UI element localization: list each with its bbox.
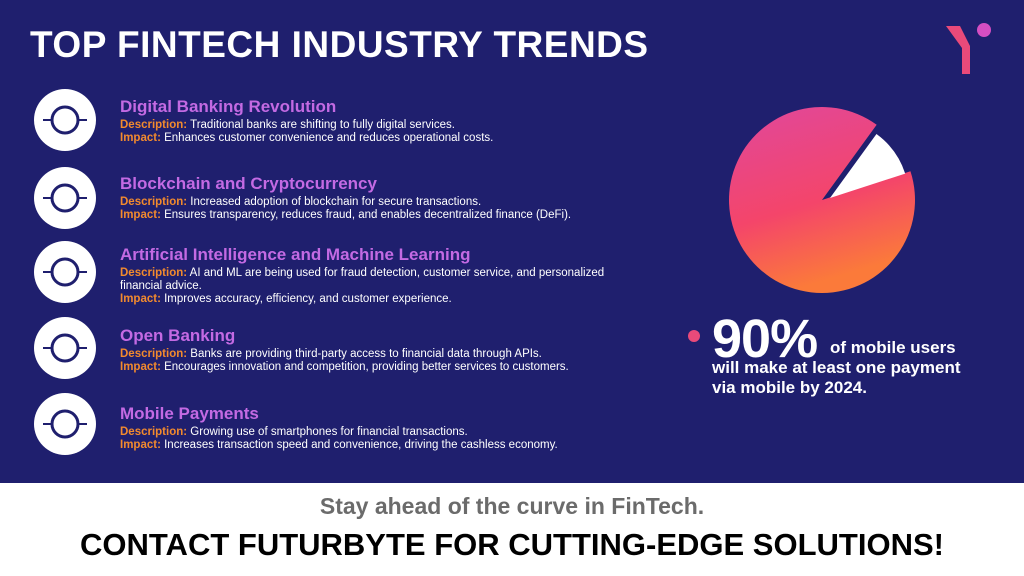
trend-impact: Impact: Ensures transparency, reduces fr… bbox=[120, 209, 620, 222]
trend-item: Open Banking Description: Banks are provi… bbox=[120, 326, 620, 374]
impact-label: Impact: bbox=[120, 293, 161, 305]
description-text: AI and ML are being used for fraud detec… bbox=[120, 267, 605, 292]
description-label: Description: bbox=[120, 119, 188, 131]
stat-text: of mobile users will make at least one p… bbox=[712, 338, 961, 397]
trend-impact: Impact: Improves accuracy, efficiency, a… bbox=[120, 293, 620, 306]
bullet-dot bbox=[688, 330, 700, 342]
footer-cta: CONTACT FUTURBYTE FOR CUTTING-EDGE SOLUT… bbox=[80, 527, 944, 562]
impact-text: Ensures transparency, reduces fraud, and… bbox=[164, 209, 572, 221]
trend-impact: Impact: Encourages innovation and compet… bbox=[120, 361, 620, 374]
impact-label: Impact: bbox=[120, 439, 161, 451]
trend-icon bbox=[34, 241, 96, 303]
stat-value: 90% bbox=[712, 309, 818, 369]
description-label: Description: bbox=[120, 426, 188, 438]
impact-label: Impact: bbox=[120, 132, 161, 144]
trend-title: Artificial Intelligence and Machine Lear… bbox=[120, 245, 471, 264]
trend-item: Artificial Intelligence and Machine Lear… bbox=[120, 245, 620, 306]
impact-label: Impact: bbox=[120, 361, 161, 373]
trend-impact: Impact: Enhances customer convenience an… bbox=[120, 132, 620, 145]
trend-item: Digital Banking Revolution Description: T… bbox=[120, 97, 620, 145]
impact-text: Improves accuracy, efficiency, and custo… bbox=[164, 293, 452, 305]
trend-icon bbox=[34, 89, 96, 151]
description-text: Traditional banks are shifting to fully … bbox=[190, 119, 455, 131]
impact-text: Encourages innovation and competition, p… bbox=[164, 361, 569, 373]
trend-description: Description: Growing use of smartphones … bbox=[120, 426, 620, 439]
trend-description: Description: AI and ML are being used fo… bbox=[120, 267, 620, 293]
description-label: Description: bbox=[120, 348, 188, 360]
description-label: Description: bbox=[120, 196, 188, 208]
logo bbox=[946, 23, 991, 74]
trend-title: Digital Banking Revolution bbox=[120, 97, 337, 116]
impact-label: Impact: bbox=[120, 209, 161, 221]
trend-item: Blockchain and Cryptocurrency Description… bbox=[120, 174, 620, 222]
trend-icon bbox=[34, 167, 96, 229]
trend-description: Description: Traditional banks are shift… bbox=[120, 119, 620, 132]
trend-title: Mobile Payments bbox=[120, 404, 259, 423]
description-text: Growing use of smartphones for financial… bbox=[190, 426, 468, 438]
icon-circle bbox=[34, 89, 96, 151]
title: TOP FINTECH INDUSTRY TRENDS bbox=[30, 24, 649, 65]
trend-item: Mobile Payments Description: Growing use … bbox=[120, 404, 620, 452]
icon-circle bbox=[34, 393, 96, 455]
pie-slice bbox=[729, 106, 915, 294]
stat: 90% of mobile users will make at least o… bbox=[712, 308, 960, 397]
icon-circle bbox=[34, 241, 96, 303]
description-text: Banks are providing third-party access t… bbox=[190, 348, 542, 360]
trend-icon bbox=[34, 317, 96, 379]
pie-chart bbox=[729, 106, 915, 294]
trend-title: Blockchain and Cryptocurrency bbox=[120, 174, 377, 193]
description-label: Description: bbox=[120, 267, 188, 279]
icon-circle bbox=[34, 167, 96, 229]
trend-icon bbox=[34, 393, 96, 455]
impact-text: Increases transaction speed and convenie… bbox=[164, 439, 558, 451]
footer-subtitle: Stay ahead of the curve in FinTech. bbox=[319, 493, 705, 519]
icon-circle bbox=[34, 317, 96, 379]
trend-title: Open Banking bbox=[120, 326, 236, 345]
trend-description: Description: Banks are providing third-p… bbox=[120, 348, 620, 361]
impact-text: Enhances customer convenience and reduce… bbox=[164, 132, 494, 144]
description-text: Increased adoption of blockchain for sec… bbox=[190, 196, 482, 208]
pie-remainder bbox=[830, 134, 906, 198]
trend-description: Description: Increased adoption of block… bbox=[120, 196, 620, 209]
trend-impact: Impact: Increases transaction speed and … bbox=[120, 439, 620, 452]
